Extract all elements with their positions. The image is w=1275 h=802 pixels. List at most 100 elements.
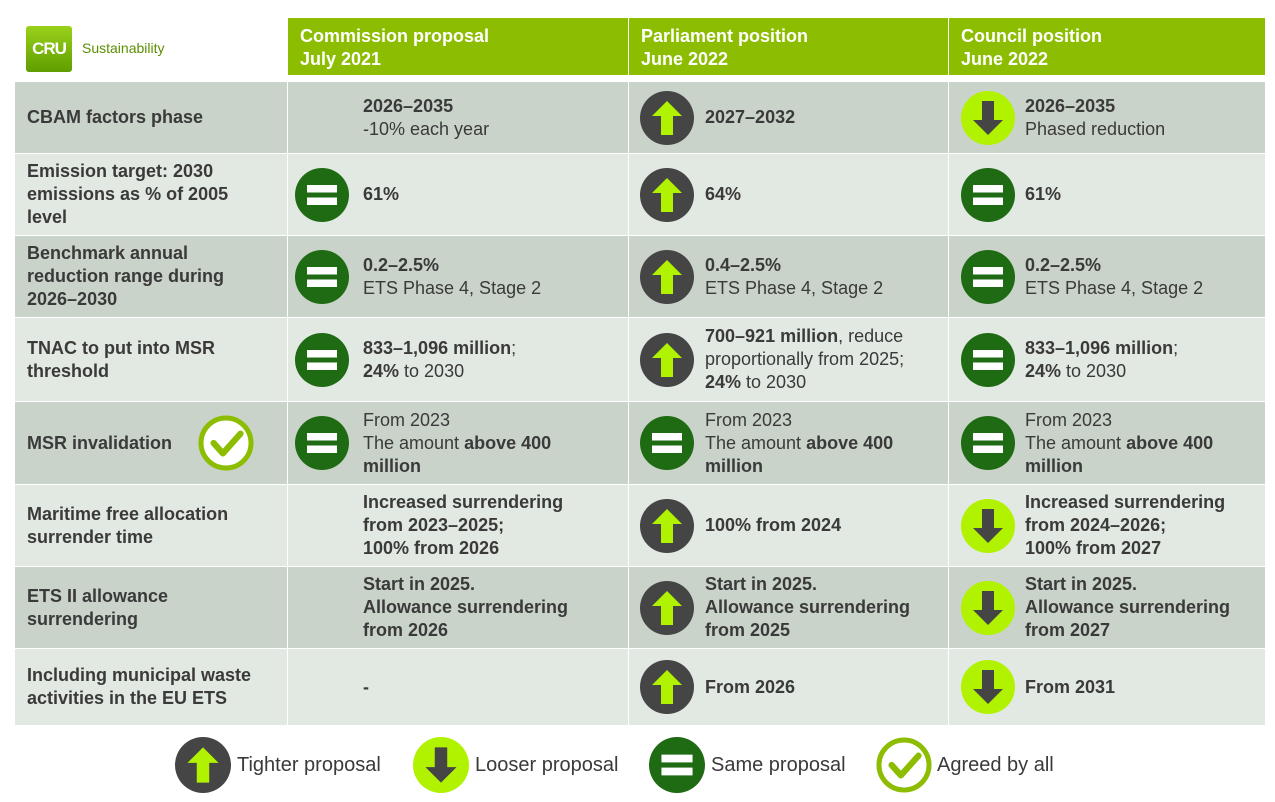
- cell-run: above 400: [464, 432, 552, 453]
- cell-run: 833–1,096 million: [363, 337, 512, 358]
- label-line: emissions as % of 2005: [27, 183, 287, 206]
- cell-line: Allowance surrendering: [705, 596, 944, 619]
- label-text: TNAC to put into MSR: [27, 337, 215, 358]
- cell-text: Increased surrendering from 2024–2026; 100…: [1025, 485, 1261, 566]
- looser-icon: [413, 737, 469, 793]
- cell-line: 700–921 million, reduce: [705, 325, 944, 348]
- cell-line: -: [363, 676, 624, 699]
- cell-text: 100% from 2024: [705, 485, 944, 566]
- label-text: surrendering: [27, 608, 139, 629]
- cell-run: , reduce: [838, 326, 904, 346]
- cell-text: 0.2–2.5% ETS Phase 4, Stage 2: [1025, 236, 1261, 317]
- header-line: Commission proposal: [300, 25, 628, 48]
- tighter-icon: [640, 90, 694, 145]
- cell-line: From 2031: [1025, 676, 1261, 699]
- label-text: Maritime free allocation: [27, 503, 229, 524]
- cell-text: 2026–2035 Phased reduction: [1025, 82, 1261, 153]
- same-icon: [961, 416, 1015, 470]
- header-line: June 2022: [961, 48, 1265, 71]
- cell-run: 100% from 2026: [363, 538, 500, 558]
- cell-text: Start in 2025. Allowance surrendering from…: [1025, 567, 1261, 648]
- cell-bg: [288, 649, 628, 725]
- cell-run: From 2023: [705, 409, 793, 430]
- cell-run: above 400: [806, 432, 894, 453]
- label-text: Including municipal waste: [27, 665, 252, 685]
- label-line: TNAC to put into MSR: [27, 337, 287, 360]
- cell-run: The amount: [363, 432, 465, 453]
- row-label: TNAC to put into MSR threshold: [15, 318, 287, 401]
- cell-line: 2026–2035: [1025, 95, 1261, 118]
- cell-run: Start in 2025.: [363, 574, 476, 594]
- cell-run: 0.2–2.5%: [363, 254, 440, 275]
- logo: CRU: [26, 26, 72, 72]
- cell-text: 61%: [1025, 154, 1261, 235]
- tighter-icon: [640, 580, 694, 635]
- cell-run: 24%: [363, 360, 400, 381]
- tighter-icon: [640, 332, 694, 387]
- cell-line: 100% from 2027: [1025, 537, 1261, 560]
- cell-text: 0.2–2.5% ETS Phase 4, Stage 2: [363, 236, 624, 317]
- cell-run: million: [1025, 455, 1083, 476]
- cell-line: ETS Phase 4, Stage 2: [705, 277, 944, 300]
- legend-label: Tighter proposal: [237, 753, 381, 777]
- header-line: June 2022: [641, 48, 948, 71]
- cell-run: ETS Phase 4, Stage 2: [363, 277, 542, 298]
- cell-run: from 2024–2026;: [1025, 515, 1167, 535]
- label-text: MSR invalidation: [27, 432, 173, 453]
- row-label: ETS II allowance surrendering: [15, 567, 287, 648]
- label-text: threshold: [27, 360, 110, 381]
- header-text: Parliament position: [641, 26, 809, 46]
- cell-text: 0.4–2.5% ETS Phase 4, Stage 2: [705, 236, 944, 317]
- label-line: ETS II allowance: [27, 585, 287, 608]
- cell-text: 833–1,096 million; 24% to 2030: [1025, 318, 1261, 401]
- legend-text: Agreed by all: [937, 754, 1054, 776]
- legend-text: Tighter proposal: [237, 754, 381, 776]
- cell-run: The amount: [705, 432, 807, 453]
- same-icon: [649, 737, 705, 793]
- cell-line: 100% from 2024: [705, 514, 944, 537]
- cell-line: 0.2–2.5%: [363, 254, 624, 277]
- label-line: Maritime free allocation: [27, 503, 287, 526]
- cell-run: 61%: [1025, 184, 1062, 204]
- cell-run: 100% from 2024: [705, 515, 842, 535]
- cell-run: ETS Phase 4, Stage 2: [705, 277, 884, 298]
- cell-run: From 2023: [363, 409, 451, 430]
- label-text: emissions as % of 2005: [27, 184, 229, 204]
- cell-text: 833–1,096 million; 24% to 2030: [363, 318, 624, 401]
- cell-bg: [288, 567, 628, 648]
- cell-run: ETS Phase 4, Stage 2: [1025, 277, 1204, 298]
- header-text: June 2022: [641, 49, 729, 69]
- cell-run: ;: [511, 337, 517, 358]
- cell-run: Start in 2025.: [1025, 574, 1138, 594]
- header-line: Parliament position: [641, 25, 948, 48]
- header-line: July 2021: [300, 48, 628, 71]
- cell-run: 61%: [363, 184, 400, 204]
- same-icon: [961, 167, 1015, 222]
- looser-icon: [961, 498, 1015, 553]
- cell-run: 700–921 million: [705, 326, 839, 346]
- cell-line: From 2023: [363, 409, 624, 432]
- cell-text: 64%: [705, 154, 944, 235]
- cell-text: Increased surrendering from 2023–2025; 100…: [363, 485, 624, 566]
- brand: Sustainability: [82, 40, 165, 56]
- cell-line: from 2027: [1025, 619, 1261, 642]
- cell-line: from 2023–2025;: [363, 514, 624, 537]
- label-text: surrender time: [27, 526, 154, 547]
- same-icon: [295, 167, 349, 222]
- cell-line: Phased reduction: [1025, 118, 1261, 141]
- cell-line: Start in 2025.: [363, 573, 624, 596]
- cell-line: 2026–2035: [363, 95, 624, 118]
- cell-line: 0.4–2.5%: [705, 254, 944, 277]
- label-text: level: [27, 207, 68, 227]
- cell-run: 24%: [705, 372, 742, 392]
- cell-text: 2027–2032: [705, 82, 944, 153]
- brand-text: Sustainability: [82, 40, 165, 56]
- cell-line: ETS Phase 4, Stage 2: [1025, 277, 1261, 300]
- cell-line: Start in 2025.: [1025, 573, 1261, 596]
- cell-run: Allowance surrendering: [705, 597, 911, 617]
- cell-run: From 2026: [705, 676, 796, 697]
- cell-line: Allowance surrendering: [363, 596, 624, 619]
- cell-text: From 2023 The amount above 400 million: [1025, 402, 1261, 484]
- label-line: Emission target: 2030: [27, 160, 287, 183]
- same-icon: [961, 249, 1015, 304]
